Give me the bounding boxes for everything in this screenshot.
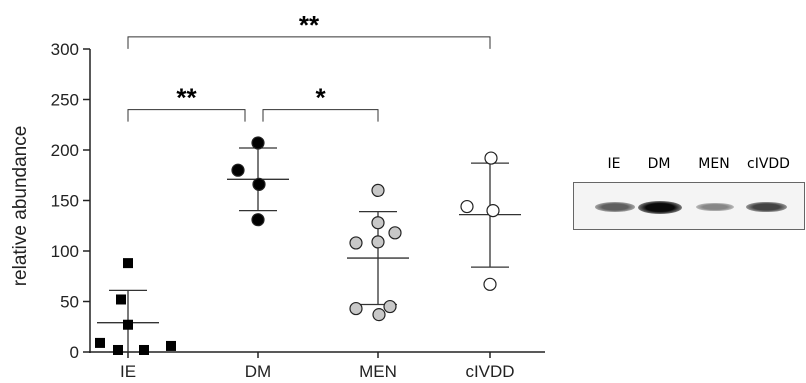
y-ticks: 0 50 100 150 200 250 300 xyxy=(51,40,90,362)
data-point-ie xyxy=(123,258,133,269)
significance-brackets: **** * xyxy=(127,10,491,122)
data-point-men xyxy=(388,226,402,240)
data-point-civdd xyxy=(460,199,474,214)
y-tick-label: 300 xyxy=(51,40,79,59)
y-tick-label: 100 xyxy=(51,242,79,261)
data-point-dm xyxy=(251,213,265,227)
significance-bracket xyxy=(127,109,246,122)
data-point-dm xyxy=(251,136,265,150)
x-tick-label-civdd: cIVDD xyxy=(465,362,514,381)
data-point-ie xyxy=(95,337,105,348)
data-point-men xyxy=(372,308,386,322)
significance-label: ** xyxy=(176,83,197,113)
data-point-men xyxy=(371,235,385,249)
data-point-ie xyxy=(139,344,149,355)
data-point-men xyxy=(349,301,363,316)
blot-lane-label-dm: DM xyxy=(647,156,671,172)
data-point-men xyxy=(371,216,385,230)
data-point-civdd xyxy=(484,151,498,165)
significance-label: ** xyxy=(299,10,320,40)
data-point-civdd xyxy=(486,204,500,218)
data-point-dm xyxy=(231,163,245,177)
x-tick-labels: IE DM MEN cIVDD xyxy=(120,352,515,381)
x-tick-label-ie: IE xyxy=(120,362,136,381)
blot-band-dm xyxy=(638,200,682,214)
x-tick-label-men: MEN xyxy=(359,362,397,381)
data-point-ie xyxy=(123,319,133,330)
blot-band-civdd xyxy=(745,201,787,213)
blot-lane-label-civdd: cIVDD xyxy=(747,156,790,172)
blot-band-men xyxy=(696,202,734,212)
data-point-men xyxy=(371,183,385,197)
data-point-civdd xyxy=(483,277,497,291)
significance-bracket xyxy=(262,109,379,122)
error-bars xyxy=(97,147,521,353)
significance-bracket xyxy=(127,36,491,49)
blot-membrane xyxy=(573,182,805,230)
blot-lane-label-ie: IE xyxy=(607,156,621,172)
y-tick-label: 150 xyxy=(51,192,79,211)
data-point-ie xyxy=(166,340,176,351)
blot-lane-label-men: MEN xyxy=(698,156,730,172)
y-axis-label: relative abundance xyxy=(10,126,31,287)
y-tick-label: 200 xyxy=(51,141,79,160)
y-tick-label: 0 xyxy=(70,343,79,362)
data-points xyxy=(95,136,500,355)
data-point-men xyxy=(349,236,363,250)
western-blot-panel: IE DM MEN cIVDD xyxy=(570,150,806,230)
data-point-dm xyxy=(252,177,266,191)
blot-band-ie xyxy=(595,202,635,212)
y-tick-label: 50 xyxy=(60,293,79,312)
data-point-ie xyxy=(116,294,126,305)
y-tick-label: 250 xyxy=(51,91,79,110)
data-point-men xyxy=(383,299,397,314)
data-point-ie xyxy=(113,344,123,355)
x-tick-label-dm: DM xyxy=(245,362,271,381)
significance-label: * xyxy=(315,83,326,113)
